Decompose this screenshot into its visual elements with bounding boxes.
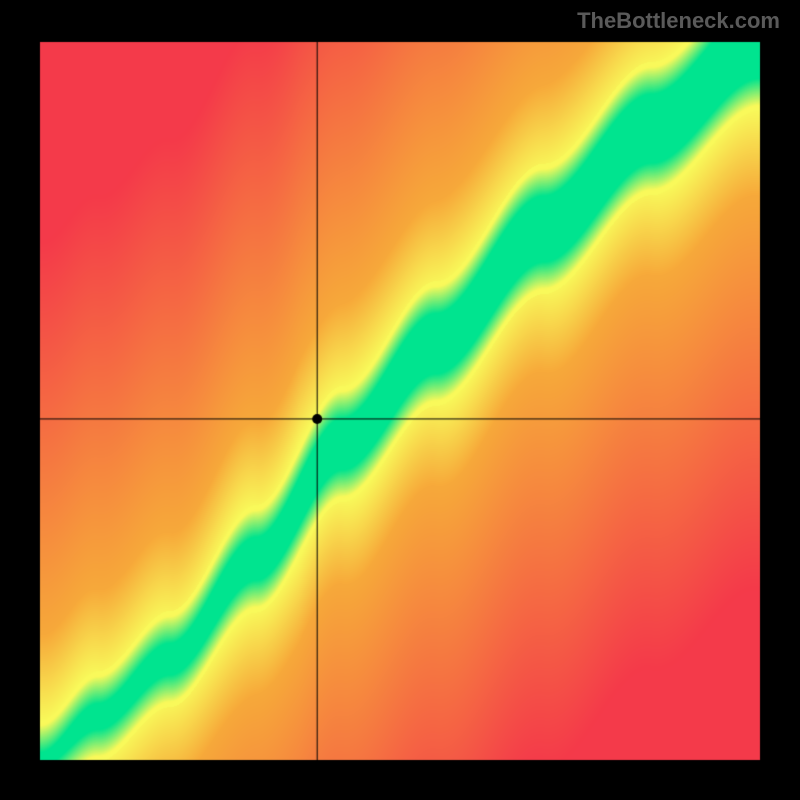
chart-container: TheBottleneck.com bbox=[0, 0, 800, 800]
bottleneck-heatmap bbox=[0, 0, 800, 800]
watermark-text: TheBottleneck.com bbox=[577, 8, 780, 34]
